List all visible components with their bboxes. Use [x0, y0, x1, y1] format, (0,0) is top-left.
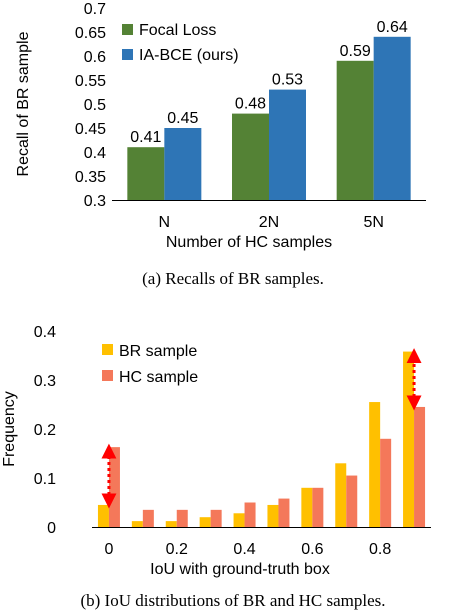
iou-distribution-chart: 0 0.1 0.2 0.3 0.4 0 0.2 0.4 0.6 0.8 Frequency Io…	[1, 324, 431, 610]
caption: (b) IoU distributions of BR and HC sampl…	[80, 591, 385, 610]
bar-value-label: 0.48	[235, 96, 266, 113]
bar-focal-loss-2n	[232, 113, 269, 200]
y-tick-label: 0.3	[84, 193, 106, 210]
y-tick-label: 0	[47, 520, 56, 537]
bar-hc-sample-3	[210, 509, 222, 527]
y-tick-label: 0.6	[84, 49, 106, 66]
y-tick-labels: 0 0.1 0.2 0.3 0.4	[34, 324, 56, 537]
bar-hc-sample-9	[414, 406, 426, 527]
y-tick-label: 0.4	[34, 324, 56, 341]
y-tick-label: 0.7	[84, 1, 106, 18]
y-tick-label: 0.1	[34, 471, 56, 488]
bar-br-sample-4	[233, 513, 245, 527]
bar-focal-loss-5n	[336, 60, 374, 200]
x-tick-label: 0.8	[369, 541, 391, 558]
bar-hc-sample-7	[346, 475, 358, 527]
bar-value-label: 0.41	[130, 129, 161, 146]
x-tick-label: 2N	[259, 214, 279, 231]
y-tick-label: 0.2	[34, 422, 56, 439]
bar-value-label: 0.45	[167, 110, 198, 127]
y-tick-label: 0.55	[75, 73, 106, 90]
bar-hc-sample-2	[176, 509, 188, 527]
recall-bar-chart: 0.3 0.35 0.4 0.45 0.5 0.55 0.6 0.65 0.7 0.41 0.45…	[15, 1, 426, 288]
legend-label: HC sample	[119, 369, 198, 386]
bar-br-sample-9	[403, 351, 415, 527]
bar-ia-bce-ours-5n	[373, 36, 411, 200]
bar-value-labels: 0.41 0.45 0.48 0.53 0.59 0.64	[130, 19, 408, 146]
y-tick-label: 0.65	[75, 25, 106, 42]
bar-br-sample-5	[267, 504, 279, 527]
y-tick-label: 0.3	[34, 373, 56, 390]
caption: (a) Recalls of BR samples.	[142, 269, 324, 288]
bar-value-label: 0.53	[272, 72, 303, 89]
y-axis-label: Frequency	[1, 391, 18, 467]
bar-hc-sample-8	[380, 438, 392, 527]
x-axis-label: Number of HC samples	[166, 234, 332, 251]
bar-br-sample-8	[369, 402, 381, 527]
bar-hc-sample-0	[108, 447, 120, 527]
bars	[127, 36, 411, 200]
x-tick-labels: 0 0.2 0.4 0.6 0.8	[104, 541, 391, 558]
bar-br-sample-2	[165, 521, 177, 527]
bar-hc-sample-5	[278, 498, 290, 527]
x-axis-label: IoU with ground-truth box	[150, 561, 330, 578]
y-tick-label: 0.35	[75, 169, 106, 186]
bar-focal-loss-n	[127, 147, 165, 200]
legend-swatch	[122, 24, 133, 35]
legend: Focal Loss IA-BCE (ours)	[122, 22, 239, 64]
legend-label: IA-BCE (ours)	[139, 47, 239, 64]
legend: BR sample HC sample	[102, 343, 198, 386]
x-tick-label: 5N	[363, 214, 383, 231]
y-tick-label: 0.5	[84, 97, 106, 114]
bar-value-label: 0.64	[377, 19, 408, 36]
y-tick-label: 0.4	[84, 145, 106, 162]
x-tick-label: 0.4	[233, 541, 255, 558]
legend-label: Focal Loss	[139, 22, 216, 39]
bar-br-sample-1	[131, 521, 143, 527]
x-tick-label: 0	[104, 541, 113, 558]
bar-hc-sample-4	[244, 502, 256, 527]
legend-label: BR sample	[119, 343, 197, 360]
bar-br-sample-6	[301, 487, 313, 527]
x-tick-label: N	[159, 214, 171, 231]
y-axis-label: Recall of BR sample	[15, 31, 32, 176]
bar-hc-sample-1	[142, 509, 154, 527]
bar-value-label: 0.59	[340, 43, 371, 60]
bar-ia-bce-ours-n	[164, 128, 202, 200]
bar-br-sample-0	[97, 504, 109, 527]
bar-hc-sample-6	[312, 487, 324, 527]
x-tick-label: 0.2	[166, 541, 188, 558]
bar-br-sample-3	[199, 517, 211, 527]
legend-swatch	[102, 370, 113, 381]
bar-br-sample-7	[335, 463, 347, 527]
legend-swatch	[102, 344, 113, 355]
annotations	[101, 348, 422, 509]
x-tick-labels: N 2N 5N	[159, 214, 384, 231]
y-tick-label: 0.45	[75, 121, 106, 138]
legend-swatch	[122, 49, 133, 60]
x-tick-label: 0.6	[301, 541, 323, 558]
y-tick-labels: 0.3 0.35 0.4 0.45 0.5 0.55 0.6 0.65 0.7	[75, 1, 106, 210]
bar-ia-bce-ours-2n	[269, 89, 306, 200]
